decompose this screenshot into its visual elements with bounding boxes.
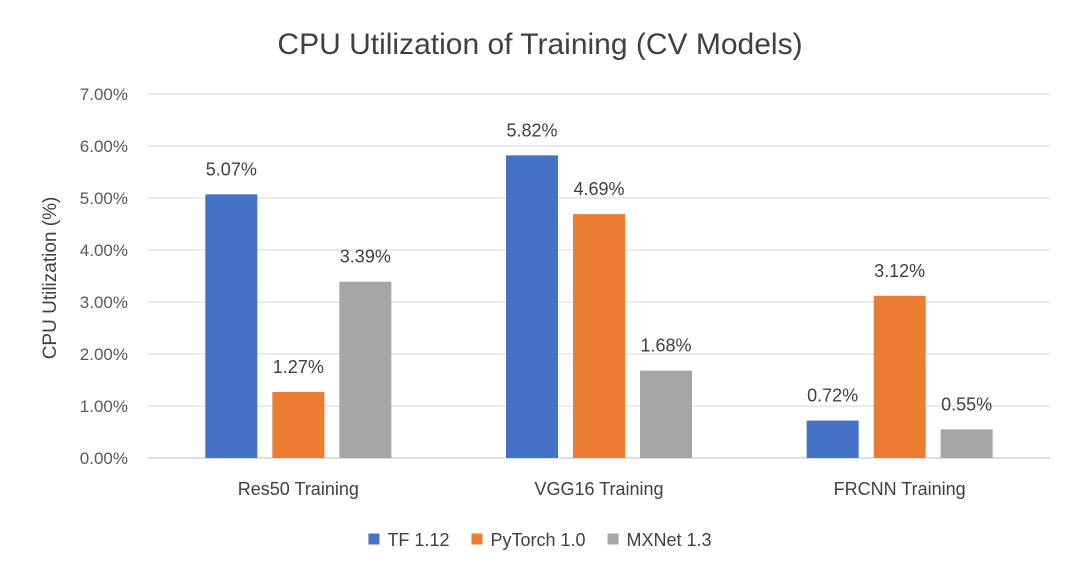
data-label-1-0: 5.82% — [506, 120, 557, 140]
bar-0-2 — [339, 281, 392, 458]
y-axis-title: CPU Utilization (%) — [40, 197, 61, 360]
y-tick-label-0: 0.00% — [80, 449, 128, 468]
data-label-0-0: 5.07% — [206, 159, 257, 179]
data-label-2-0: 0.72% — [807, 386, 858, 406]
category-label-0: Res50 Training — [238, 479, 359, 499]
category-label-1: VGG16 Training — [534, 479, 663, 499]
x-axis-categories: Res50 Training VGG16 Training FRCNN Traini… — [238, 479, 966, 499]
legend-label-0: TF 1.12 — [387, 530, 449, 550]
bar-1-2 — [640, 370, 692, 458]
data-label-2-2: 0.55% — [941, 394, 992, 414]
data-label-1-1: 4.69% — [573, 179, 624, 199]
bar-2-0 — [806, 420, 859, 458]
y-tick-label-6: 6.00% — [80, 137, 128, 156]
data-label-0-1: 1.27% — [273, 357, 324, 377]
data-label-2-1: 3.12% — [874, 261, 925, 281]
data-labels: 5.07% 1.27% 3.39% 5.82% 4.69% 1.68% 0.72% 3.12%… — [206, 120, 992, 414]
chart-title: CPU Utilization of Training (CV Models) — [277, 28, 802, 61]
data-label-1-2: 1.68% — [640, 336, 691, 356]
bar-2-1 — [873, 295, 926, 458]
y-axis-ticks: 0.00% 1.00% 2.00% 3.00% 4.00% 5.00% 6.00% 7.00% — [80, 85, 128, 468]
y-tick-label-1: 1.00% — [80, 397, 128, 416]
bar-1-1 — [573, 214, 625, 458]
bar-0-0 — [205, 194, 258, 459]
legend-swatch-0 — [368, 533, 380, 545]
category-label-2: FRCNN Training — [834, 479, 966, 499]
bar-2-2 — [940, 429, 993, 458]
bar-1-0 — [506, 155, 558, 459]
legend-label-2: MXNet 1.3 — [627, 530, 712, 550]
y-tick-label-7: 7.00% — [80, 85, 128, 104]
legend: TF 1.12 PyTorch 1.0 MXNet 1.3 — [368, 530, 712, 550]
legend-label-1: PyTorch 1.0 — [490, 530, 585, 550]
bar-0-1 — [272, 391, 325, 458]
legend-swatch-1 — [471, 533, 483, 545]
y-tick-label-4: 4.00% — [80, 241, 128, 260]
y-tick-label-5: 5.00% — [80, 189, 128, 208]
y-tick-label-2: 2.00% — [80, 345, 128, 364]
legend-swatch-2 — [607, 533, 619, 545]
bars — [205, 155, 993, 459]
y-tick-label-3: 3.00% — [80, 293, 128, 312]
data-label-0-2: 3.39% — [340, 247, 391, 267]
